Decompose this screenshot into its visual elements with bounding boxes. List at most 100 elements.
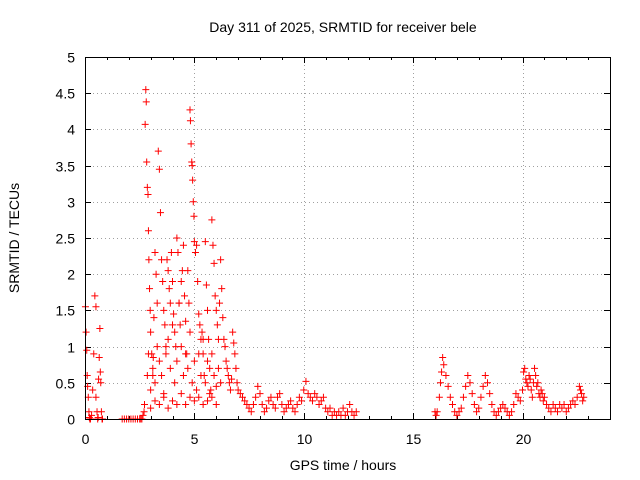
data-point xyxy=(214,364,222,372)
data-point xyxy=(90,350,98,358)
data-point xyxy=(269,401,277,409)
data-point xyxy=(280,408,288,416)
data-point xyxy=(173,357,181,365)
data-point xyxy=(217,379,225,387)
y-tick-label: 1 xyxy=(67,340,75,356)
data-point xyxy=(152,270,160,278)
data-point xyxy=(335,408,343,416)
data-point xyxy=(149,364,157,372)
data-point xyxy=(540,393,548,401)
data-point xyxy=(188,162,196,170)
data-point xyxy=(481,372,489,380)
data-point xyxy=(89,386,97,394)
data-point xyxy=(533,382,541,390)
data-point xyxy=(206,364,214,372)
data-point xyxy=(210,259,218,267)
data-point xyxy=(539,397,547,405)
data-point xyxy=(201,238,209,246)
data-point xyxy=(160,306,168,314)
data-point xyxy=(95,375,103,383)
data-point xyxy=(265,397,273,405)
data-point xyxy=(198,328,206,336)
data-point xyxy=(201,379,209,387)
data-point xyxy=(254,382,262,390)
data-point xyxy=(151,248,159,256)
data-point xyxy=(195,350,203,358)
data-point xyxy=(173,234,181,242)
data-point xyxy=(213,321,221,329)
data-point xyxy=(164,267,172,275)
data-point xyxy=(83,346,91,354)
data-point xyxy=(459,393,467,401)
data-point xyxy=(263,404,271,412)
data-point xyxy=(199,335,207,343)
data-point xyxy=(258,401,266,409)
data-point xyxy=(492,411,500,419)
y-tick-label: 3 xyxy=(67,195,75,211)
data-point xyxy=(484,379,491,387)
x-tick-label: 5 xyxy=(191,431,199,447)
data-point xyxy=(161,321,169,329)
data-point xyxy=(92,393,100,401)
data-point xyxy=(309,397,316,405)
data-point xyxy=(526,375,534,383)
data-point xyxy=(147,328,155,336)
data-point xyxy=(505,411,513,419)
data-point xyxy=(175,299,183,307)
data-point xyxy=(166,299,174,307)
data-point xyxy=(564,404,572,412)
data-point xyxy=(166,364,174,372)
data-point xyxy=(438,368,446,376)
data-point xyxy=(339,404,347,412)
data-point xyxy=(260,408,268,416)
data-point xyxy=(560,401,568,409)
data-point xyxy=(194,277,202,285)
data-point xyxy=(444,382,452,390)
y-tick-label: 2 xyxy=(67,267,75,283)
data-point xyxy=(185,299,193,307)
data-point xyxy=(228,375,236,383)
y-tick-label: 0 xyxy=(67,412,75,428)
data-point xyxy=(326,404,334,412)
data-point xyxy=(524,382,532,390)
data-point xyxy=(212,401,220,409)
data-point xyxy=(169,321,176,329)
data-point xyxy=(231,350,239,358)
data-point xyxy=(216,299,224,307)
data-point xyxy=(208,350,216,358)
data-point xyxy=(144,191,152,199)
data-point xyxy=(167,248,175,256)
data-point xyxy=(193,241,201,249)
data-point xyxy=(302,377,310,385)
data-point xyxy=(230,339,238,347)
data-point xyxy=(352,408,360,416)
data-point xyxy=(142,98,150,106)
data-point xyxy=(140,408,148,416)
data-point xyxy=(537,386,545,394)
data-point xyxy=(171,379,179,387)
data-point xyxy=(190,357,198,365)
data-point xyxy=(169,397,176,405)
data-point xyxy=(143,372,151,380)
data-point xyxy=(576,386,584,394)
data-point xyxy=(160,393,168,401)
data-point xyxy=(435,393,443,401)
data-point xyxy=(149,353,157,361)
data-point xyxy=(284,401,292,409)
data-point xyxy=(144,227,152,235)
y-tick-label: 5 xyxy=(67,50,75,66)
data-point xyxy=(551,404,559,412)
data-point xyxy=(252,393,260,401)
y-axis-label: SRMTID / TECUs xyxy=(6,183,22,293)
y-tick-label: 4 xyxy=(67,122,75,138)
data-point xyxy=(229,328,237,336)
data-point xyxy=(324,408,332,416)
data-point xyxy=(204,397,211,405)
data-point xyxy=(512,390,520,398)
data-point xyxy=(177,390,185,398)
data-point xyxy=(224,372,232,380)
data-point xyxy=(91,292,99,300)
data-point xyxy=(488,401,496,409)
data-point xyxy=(147,404,155,412)
data-point xyxy=(558,404,566,412)
